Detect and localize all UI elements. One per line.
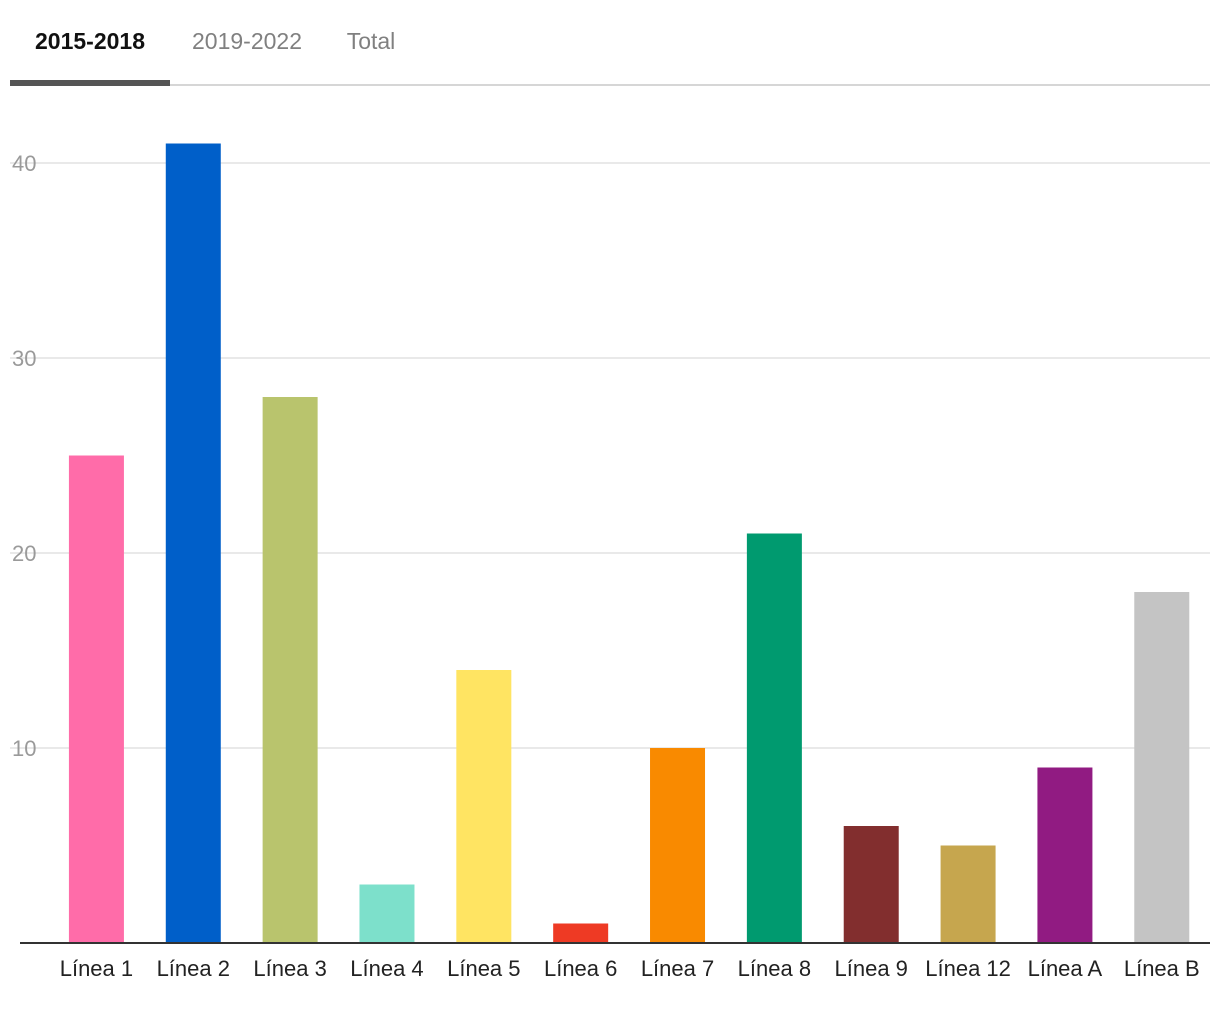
bar (68, 455, 124, 943)
x-tick-label: Línea A (1028, 956, 1103, 981)
x-tick-label: Línea 7 (641, 956, 714, 981)
bar (1134, 592, 1190, 943)
bar (456, 670, 512, 943)
bar (843, 826, 899, 943)
bar (650, 748, 706, 943)
bar (165, 143, 221, 943)
y-tick-label: 30 (12, 346, 36, 371)
bar (262, 397, 318, 943)
tab-2019-2022[interactable]: 2019-2022 (192, 27, 302, 54)
tab-total[interactable]: Total (346, 27, 396, 54)
x-tick-label: Línea 9 (835, 956, 908, 981)
x-tick-label: Línea 5 (447, 956, 520, 981)
bar (940, 845, 996, 943)
bar (553, 923, 609, 943)
x-tick-label: Línea 2 (157, 956, 230, 981)
x-tick-label: Línea B (1124, 956, 1200, 981)
x-tick-label: Línea 1 (60, 956, 133, 981)
bar (359, 884, 415, 943)
bar (1037, 767, 1093, 943)
period-tabs: 2015-2018 2019-2022 Total (10, 0, 1210, 86)
y-tick-label: 20 (12, 541, 36, 566)
y-tick-label: 40 (12, 151, 36, 176)
x-tick-label: Línea 6 (544, 956, 617, 981)
tab-2015-2018[interactable]: 2015-2018 (10, 0, 170, 86)
x-tick-label: Línea 3 (253, 956, 326, 981)
x-tick-label: Línea 8 (738, 956, 811, 981)
x-tick-label: Línea 4 (350, 956, 423, 981)
y-tick-label: 10 (12, 736, 36, 761)
x-tick-label: Línea 12 (925, 956, 1011, 981)
bar (746, 533, 802, 943)
